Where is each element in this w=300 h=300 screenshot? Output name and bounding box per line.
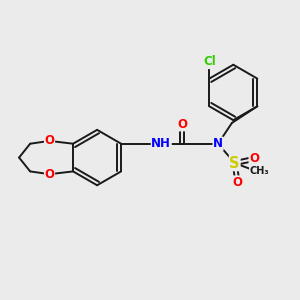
Text: Cl: Cl — [203, 56, 216, 68]
Text: O: O — [45, 168, 55, 181]
Text: S: S — [230, 156, 240, 171]
Text: O: O — [249, 152, 259, 165]
Text: N: N — [213, 137, 223, 150]
Text: O: O — [232, 176, 242, 189]
Text: NH: NH — [151, 137, 171, 150]
Text: CH₃: CH₃ — [250, 167, 269, 176]
Text: O: O — [177, 118, 187, 131]
Text: O: O — [45, 134, 55, 147]
